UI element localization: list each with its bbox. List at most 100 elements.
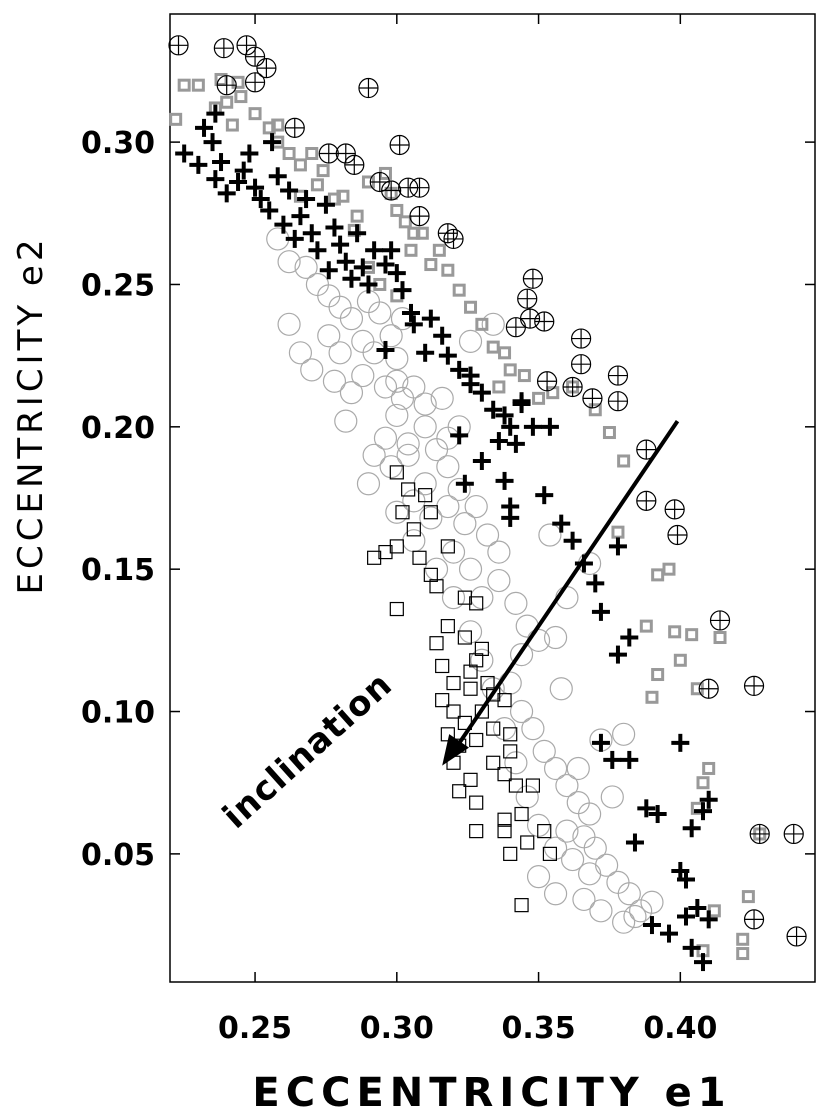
- point-circle-plus: [570, 354, 592, 375]
- point-plus: [648, 805, 667, 824]
- x-tick-label: 0.30: [360, 1011, 434, 1046]
- point-open-square: [412, 550, 427, 565]
- point-open-circle: [623, 904, 647, 929]
- point-circle-plus: [783, 823, 804, 845]
- point-plus: [308, 241, 327, 260]
- point-plus: [376, 255, 395, 274]
- point-open-square: [389, 539, 404, 554]
- point-open-circle: [402, 375, 426, 399]
- point-plus: [316, 195, 335, 214]
- point-gray-square: [452, 283, 466, 297]
- point-open-square: [503, 727, 518, 742]
- x-tick-label: 0.40: [643, 1011, 717, 1046]
- point-plus: [212, 153, 231, 172]
- point-open-circle: [322, 369, 347, 393]
- point-plus: [393, 281, 412, 300]
- inclination-arrow: [454, 420, 680, 749]
- point-plus: [376, 340, 395, 359]
- point-open-circle: [543, 882, 568, 906]
- point-open-circle: [458, 620, 483, 644]
- point-gray-square: [486, 340, 500, 354]
- point-open-square: [508, 778, 523, 793]
- point-plus: [506, 434, 525, 453]
- point-open-circle: [487, 568, 511, 593]
- point-circle-plus: [344, 154, 365, 175]
- point-circle-plus: [667, 524, 688, 546]
- point-gray-square: [673, 653, 687, 667]
- point-gray-square: [464, 300, 478, 314]
- y-axis-title: ECCENTRICITY e2: [11, 236, 51, 595]
- point-open-circle: [441, 586, 466, 610]
- point-open-circle: [288, 341, 313, 365]
- point-open-circle: [317, 284, 341, 308]
- point-plus: [591, 733, 610, 752]
- point-gray-square: [390, 203, 404, 217]
- point-open-square: [429, 636, 444, 651]
- point-gray-square: [390, 289, 404, 303]
- y-tick-label: 0.20: [81, 411, 155, 446]
- point-gray-square: [662, 562, 676, 576]
- point-open-circle: [424, 557, 449, 581]
- point-plus: [291, 207, 310, 226]
- point-plus: [540, 417, 559, 436]
- point-circle-plus: [664, 499, 685, 520]
- point-gray-square: [702, 761, 716, 775]
- point-open-circle: [526, 813, 551, 838]
- point-open-square: [474, 704, 489, 719]
- point-circle-plus: [216, 75, 237, 96]
- point-open-circle: [385, 500, 409, 524]
- point-gray-square: [602, 426, 616, 440]
- point-gray-square: [177, 78, 191, 92]
- point-open-square: [423, 567, 438, 582]
- point-open-square: [497, 767, 512, 782]
- point-open-square: [497, 812, 512, 827]
- point-open-circle: [334, 409, 358, 433]
- point-gray-square: [424, 258, 438, 272]
- point-open-square: [446, 675, 461, 691]
- y-tick-label: 0.15: [81, 553, 155, 588]
- point-plus: [586, 574, 605, 593]
- point-open-square: [514, 806, 529, 822]
- point-circle-plus: [409, 177, 430, 198]
- point-open-circle: [362, 341, 386, 365]
- point-circle-plus: [381, 180, 402, 201]
- point-circle-plus: [607, 391, 629, 412]
- point-circle-plus: [743, 909, 765, 930]
- point-plus: [450, 426, 469, 445]
- point-open-square: [435, 658, 450, 674]
- point-open-circle: [402, 489, 426, 513]
- point-gray-square: [517, 369, 531, 383]
- point-open-circle: [566, 791, 590, 815]
- point-plus: [620, 628, 639, 647]
- point-plus: [234, 161, 253, 180]
- point-gray-square: [668, 625, 682, 639]
- point-open-circle: [373, 375, 398, 399]
- point-open-square: [480, 675, 495, 691]
- point-plus: [472, 383, 491, 402]
- point-circle-plus: [698, 678, 719, 699]
- point-plus: [694, 953, 713, 972]
- point-plus: [246, 178, 265, 197]
- point-open-square: [463, 664, 478, 679]
- point-open-circle: [509, 699, 534, 724]
- point-gray-square: [736, 947, 750, 961]
- point-gray-square: [707, 904, 721, 918]
- point-open-circle: [543, 836, 568, 860]
- point-open-circle: [266, 227, 290, 251]
- point-gray-square: [546, 386, 560, 400]
- point-plus: [637, 799, 656, 818]
- point-open-square: [514, 898, 529, 913]
- point-open-circle: [317, 324, 341, 348]
- point-open-square: [486, 687, 501, 702]
- point-circle-plus: [570, 328, 592, 349]
- point-plus: [688, 898, 707, 917]
- point-gray-square: [191, 78, 205, 92]
- point-open-circle: [509, 642, 534, 667]
- point-open-square: [463, 681, 478, 696]
- point-open-circle: [617, 882, 641, 906]
- point-open-circle: [504, 591, 528, 615]
- point-open-square: [435, 693, 450, 708]
- point-open-circle: [515, 785, 539, 809]
- point-open-square: [367, 550, 382, 565]
- point-open-square: [457, 630, 472, 645]
